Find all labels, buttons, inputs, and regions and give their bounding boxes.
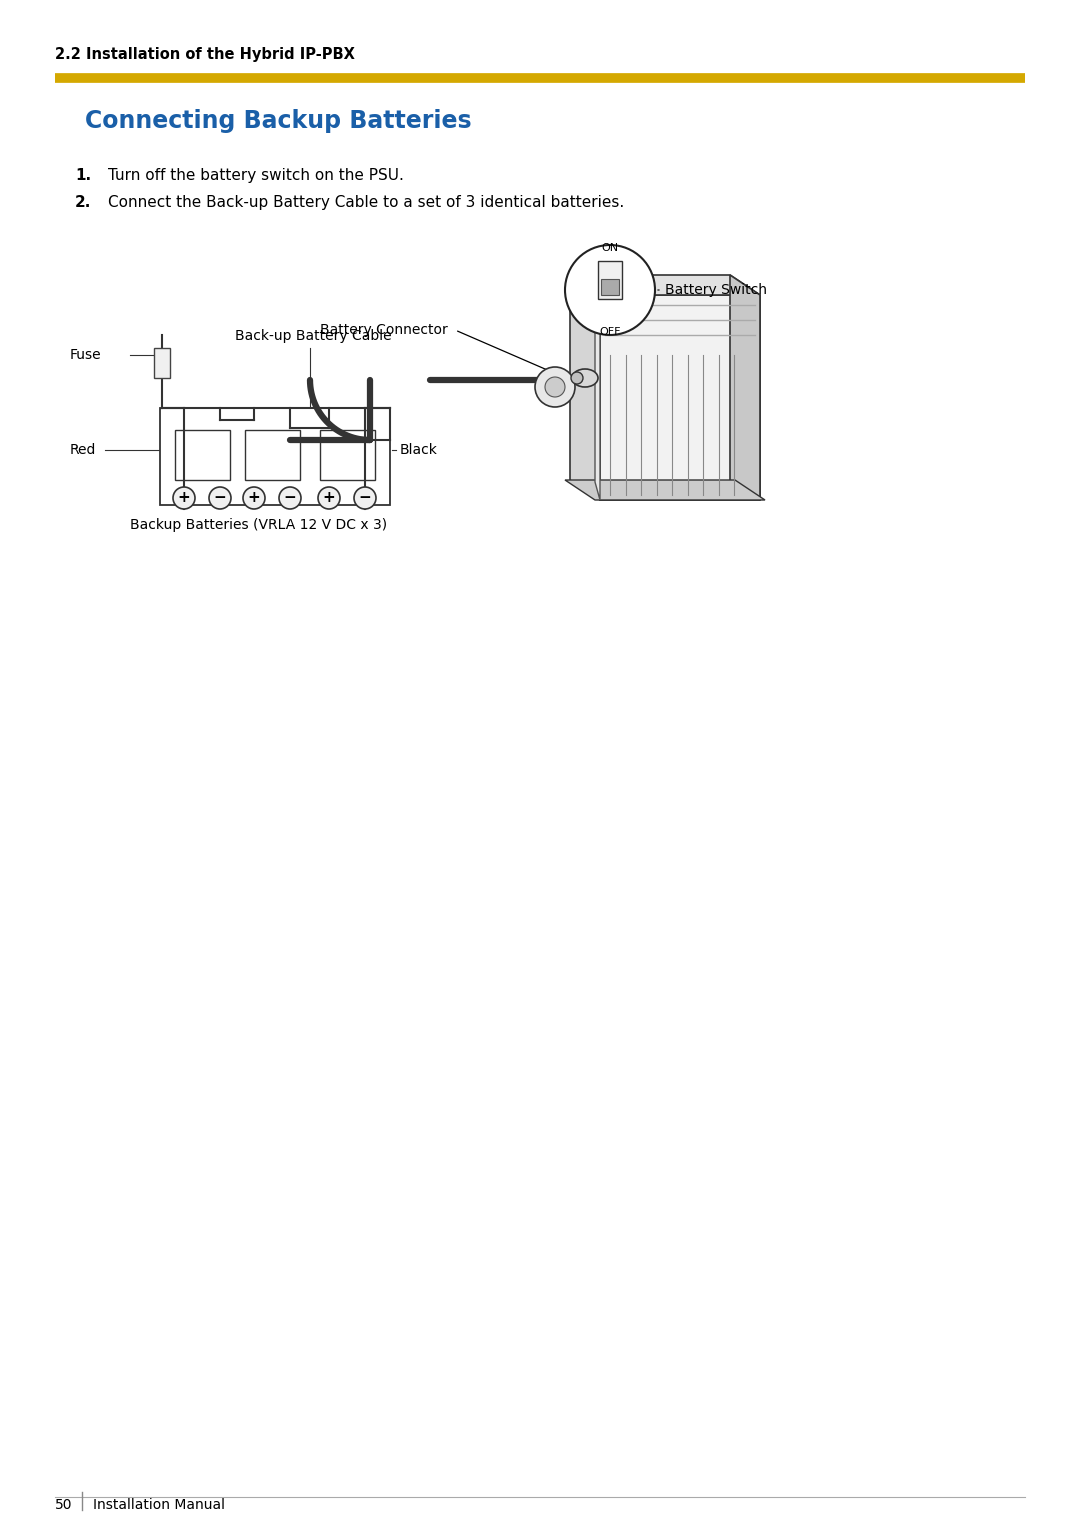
Text: Back-up Battery Cable: Back-up Battery Cable: [235, 329, 392, 342]
Polygon shape: [570, 275, 600, 500]
Text: Connecting Backup Batteries: Connecting Backup Batteries: [85, 108, 472, 133]
Text: Battery Connector: Battery Connector: [320, 322, 448, 338]
Text: Turn off the battery switch on the PSU.: Turn off the battery switch on the PSU.: [108, 168, 404, 183]
Text: Installation Manual: Installation Manual: [93, 1497, 225, 1513]
Text: Battery Switch: Battery Switch: [665, 283, 767, 296]
Polygon shape: [570, 275, 760, 295]
Text: +: +: [247, 490, 260, 506]
Text: ON: ON: [602, 243, 619, 254]
Text: Black: Black: [400, 443, 437, 457]
Text: −: −: [284, 490, 296, 506]
Circle shape: [318, 487, 340, 509]
Polygon shape: [595, 295, 600, 500]
Text: 2.: 2.: [75, 196, 92, 209]
Polygon shape: [730, 275, 760, 500]
Circle shape: [210, 487, 231, 509]
Text: Red: Red: [70, 443, 96, 457]
Polygon shape: [565, 480, 765, 500]
Text: +: +: [177, 490, 190, 506]
Text: OFF: OFF: [599, 327, 621, 338]
FancyBboxPatch shape: [160, 408, 390, 504]
Text: −: −: [359, 490, 372, 506]
Circle shape: [545, 377, 565, 397]
FancyBboxPatch shape: [175, 429, 230, 480]
Circle shape: [565, 244, 654, 335]
Circle shape: [243, 487, 265, 509]
Circle shape: [535, 367, 575, 406]
FancyBboxPatch shape: [245, 429, 300, 480]
Text: Fuse: Fuse: [70, 348, 102, 362]
Circle shape: [354, 487, 376, 509]
Text: 1.: 1.: [75, 168, 91, 183]
Circle shape: [173, 487, 195, 509]
Text: 2.2 Installation of the Hybrid IP-PBX: 2.2 Installation of the Hybrid IP-PBX: [55, 47, 355, 63]
FancyBboxPatch shape: [154, 348, 170, 377]
Text: −: −: [214, 490, 227, 506]
Ellipse shape: [572, 368, 598, 387]
Text: Backup Batteries (VRLA 12 V DC x 3): Backup Batteries (VRLA 12 V DC x 3): [130, 518, 387, 532]
Circle shape: [571, 371, 583, 384]
Text: 50: 50: [55, 1497, 72, 1513]
Text: +: +: [323, 490, 336, 506]
Text: Connect the Back-up Battery Cable to a set of 3 identical batteries.: Connect the Back-up Battery Cable to a s…: [108, 196, 624, 209]
Circle shape: [279, 487, 301, 509]
FancyBboxPatch shape: [320, 429, 375, 480]
FancyBboxPatch shape: [600, 295, 760, 500]
FancyBboxPatch shape: [600, 280, 619, 295]
FancyBboxPatch shape: [598, 261, 622, 299]
